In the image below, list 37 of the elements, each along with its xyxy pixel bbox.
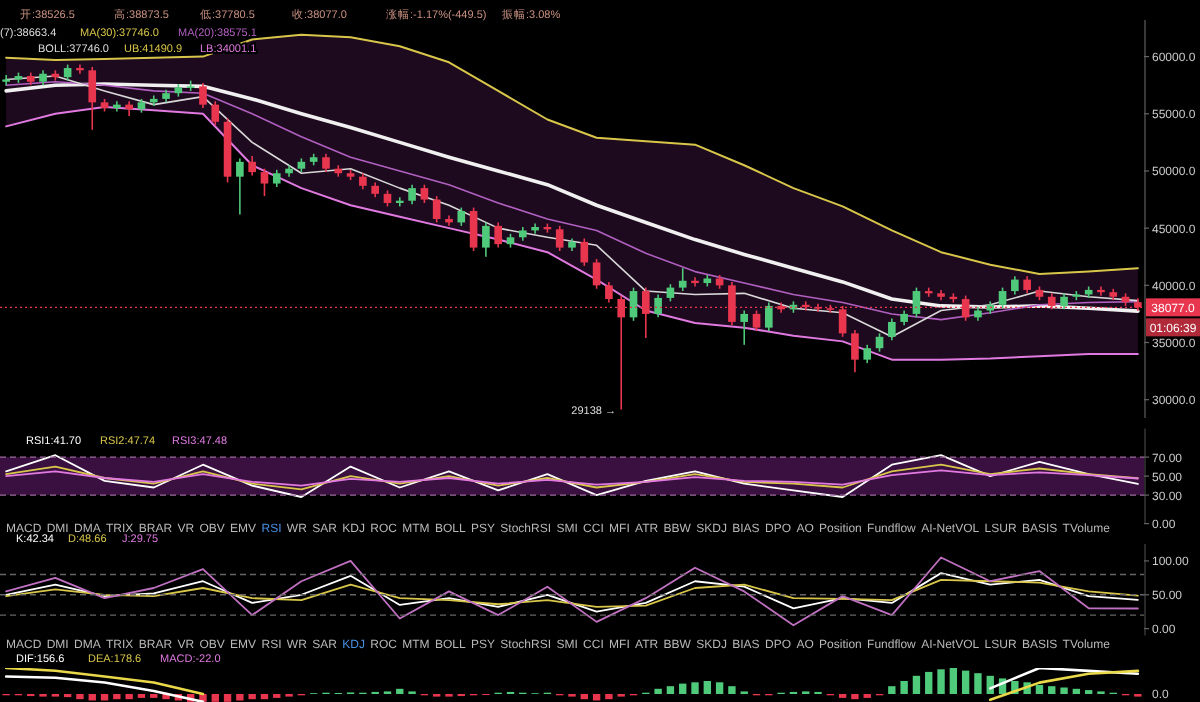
line-series [5, 463, 1139, 491]
bar [1048, 686, 1056, 694]
bar [1060, 687, 1068, 694]
bar [925, 671, 933, 694]
bar [223, 694, 232, 702]
bar [113, 694, 121, 700]
bar [728, 686, 736, 694]
bar [888, 686, 896, 694]
bar [592, 694, 601, 701]
line-series [5, 469, 1139, 487]
bar [666, 686, 675, 694]
bar [260, 694, 269, 700]
line-series [5, 556, 1139, 627]
bar [1072, 688, 1081, 694]
bar [654, 688, 662, 694]
bar [949, 668, 958, 694]
bar [211, 694, 219, 702]
bar [961, 670, 970, 694]
bar [125, 694, 133, 700]
bar [580, 694, 588, 700]
bar [100, 694, 109, 701]
bar [937, 669, 945, 694]
bar [88, 694, 96, 701]
bar [76, 694, 84, 700]
bar [396, 688, 404, 694]
bar [715, 682, 724, 694]
bar [703, 681, 711, 694]
bar [851, 694, 859, 700]
bar [605, 694, 613, 700]
bar [691, 682, 699, 694]
bar [679, 683, 687, 694]
bar [974, 673, 982, 694]
bar [248, 694, 256, 700]
bar [900, 681, 908, 694]
bar [912, 675, 921, 694]
bar [236, 694, 244, 701]
bar [1035, 684, 1044, 694]
